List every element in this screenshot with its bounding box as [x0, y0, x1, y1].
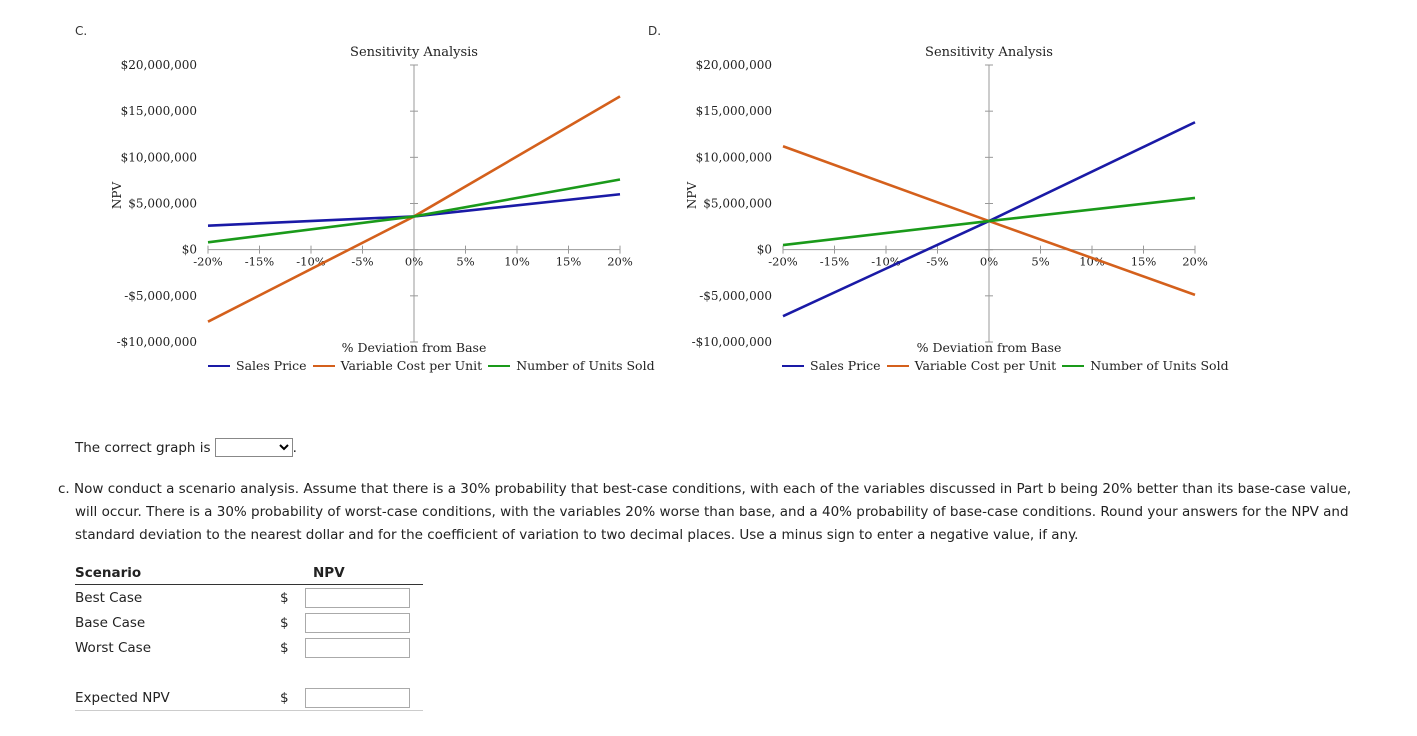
y-tick-label: $15,000,000 — [121, 104, 197, 118]
answer-line: The correct graph is . — [75, 438, 297, 457]
legend-label: Sales Price — [810, 358, 881, 373]
header-spacer — [280, 562, 305, 585]
legend-item: Variable Cost per Unit — [312, 358, 483, 373]
x-tick-label: 0% — [405, 255, 423, 269]
row-label: Best Case — [75, 589, 143, 606]
best-case-npv-input[interactable] — [305, 587, 410, 608]
legend-label: Sales Price — [236, 358, 307, 373]
x-tick-label: 20% — [1182, 255, 1208, 269]
y-tick-label: $5,000,000 — [128, 197, 197, 211]
y-tick-label: -$5,000,000 — [699, 289, 772, 303]
legend-swatch — [1062, 364, 1085, 367]
question-line: standard deviation to the nearest dollar… — [75, 527, 1079, 543]
row-label: Base Case — [75, 614, 146, 631]
y-tick-label: -$10,000,000 — [692, 335, 772, 349]
option-letter: D. — [648, 24, 662, 38]
x-tick-label: -5% — [351, 255, 373, 269]
sensitivity-chart: Sensitivity Analysis $20,000,000 $15,000,0… — [110, 45, 633, 355]
currency-symbol: $ — [280, 685, 305, 711]
x-tick-label: -15% — [820, 255, 850, 269]
x-tick-label: -20% — [768, 255, 798, 269]
y-tick-label: $10,000,000 — [121, 150, 197, 164]
table-row: Worst Case $ — [75, 635, 423, 660]
x-tick-label: 5% — [1031, 255, 1049, 269]
y-tick-label: $20,000,000 — [121, 58, 197, 72]
chart-option-c: C. Sensitivity Analysis $20,000,000 $15,00… — [0, 0, 700, 395]
series-line — [782, 196, 1196, 247]
spacer-row — [75, 660, 423, 685]
legend-swatch — [488, 364, 511, 367]
question-line: c. Now conduct a scenario analysis. Assu… — [58, 481, 1352, 497]
x-tick-label: -10% — [296, 255, 326, 269]
x-tick-label: -20% — [193, 255, 223, 269]
y-tick-label: $0 — [182, 243, 197, 257]
expected-npv-input[interactable] — [305, 687, 410, 708]
x-axis-label: % Deviation from Base — [342, 340, 487, 355]
currency-symbol: $ — [280, 614, 289, 631]
answer-suffix: . — [292, 439, 297, 456]
legend-swatch — [312, 364, 335, 367]
legend-swatch — [208, 364, 230, 367]
table-header-row: Scenario NPV — [75, 562, 423, 585]
sensitivity-chart: Sensitivity Analysis $20,000,000 $15,000,0… — [685, 45, 1208, 355]
currency-symbol: $ — [280, 589, 289, 606]
x-tick-label: -15% — [245, 255, 275, 269]
legend-label: Number of Units Sold — [1090, 358, 1229, 373]
x-tick-label: 10% — [504, 255, 530, 269]
header-npv: NPV — [305, 562, 423, 585]
x-tick-label: 15% — [556, 255, 582, 269]
y-axis-label: NPV — [110, 182, 124, 210]
y-tick-label: $0 — [757, 243, 772, 257]
y-axis-label: NPV — [685, 182, 699, 210]
table-row: Base Case $ — [75, 610, 423, 635]
x-tick-label: 10% — [1079, 255, 1105, 269]
legend-item: Sales Price — [782, 358, 881, 373]
option-letter: C. — [75, 24, 88, 38]
x-axis-label: % Deviation from Base — [917, 340, 1062, 355]
legend-label: Variable Cost per Unit — [340, 358, 483, 373]
y-tick-label: $5,000,000 — [703, 197, 772, 211]
y-tick-label: $10,000,000 — [696, 150, 772, 164]
graph-select[interactable] — [214, 438, 293, 457]
legend-item: Number of Units Sold — [488, 358, 655, 373]
currency-symbol: $ — [280, 639, 289, 656]
y-tick-label: $15,000,000 — [696, 104, 772, 118]
x-tick-label: 20% — [607, 255, 633, 269]
row-label: Worst Case — [75, 639, 152, 656]
table-row: Best Case $ — [75, 585, 423, 611]
legend-item: Sales Price — [208, 358, 307, 373]
x-tick-label: -5% — [926, 255, 948, 269]
question-c: c. Now conduct a scenario analysis. Assu… — [58, 478, 1378, 547]
legend-label: Variable Cost per Unit — [914, 358, 1057, 373]
legend-swatch — [886, 364, 909, 367]
x-tick-label: 5% — [456, 255, 474, 269]
x-tick-label: 0% — [980, 255, 998, 269]
chart-title: Sensitivity Analysis — [350, 45, 478, 60]
series-line — [207, 178, 621, 244]
legend-label: Number of Units Sold — [516, 358, 655, 373]
y-tick-label: -$5,000,000 — [124, 289, 197, 303]
legend-item: Number of Units Sold — [1062, 358, 1229, 373]
x-tick-label: 15% — [1131, 255, 1157, 269]
question-line: will occur. There is a 30% probability o… — [75, 504, 1349, 520]
y-tick-label: $20,000,000 — [696, 58, 772, 72]
scenario-table: Scenario NPV Best Case $ Base Case $ Wor… — [75, 562, 423, 711]
answer-prefix: The correct graph is — [75, 439, 211, 456]
chart-option-d: D. Sensitivity Analysis $20,000,000 $15,00… — [575, 0, 1275, 395]
base-case-npv-input[interactable] — [305, 612, 410, 633]
chart-title: Sensitivity Analysis — [925, 45, 1053, 60]
x-tick-label: -10% — [871, 255, 901, 269]
chart-legend: Sales Price Variable Cost per Unit Numbe… — [208, 358, 655, 373]
row-label: Expected NPV — [75, 685, 280, 711]
legend-swatch — [782, 364, 804, 367]
worst-case-npv-input[interactable] — [305, 637, 410, 658]
y-tick-label: -$10,000,000 — [117, 335, 197, 349]
header-scenario: Scenario — [75, 562, 280, 585]
chart-legend: Sales Price Variable Cost per Unit Numbe… — [782, 358, 1229, 373]
legend-item: Variable Cost per Unit — [886, 358, 1057, 373]
table-row: Expected NPV $ — [75, 685, 423, 711]
